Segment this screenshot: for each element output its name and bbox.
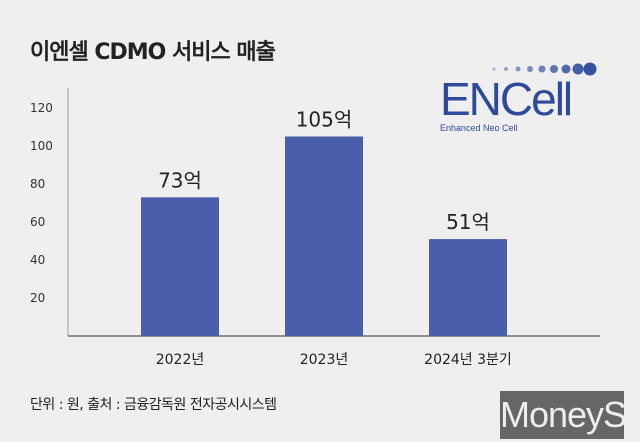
moneys-watermark: MoneyS bbox=[500, 391, 627, 439]
source-note: 단위 : 원, 출처 : 금융감독원 전자공시시스템 bbox=[30, 397, 277, 413]
data-label: 105억 bbox=[296, 108, 353, 132]
logo-dot bbox=[538, 65, 546, 73]
y-tick-label: 40 bbox=[30, 253, 45, 267]
logo-dots bbox=[492, 62, 597, 76]
y-tick-label: 80 bbox=[30, 177, 45, 191]
logo-dot bbox=[504, 67, 508, 71]
logo-text: ENCell bbox=[440, 73, 573, 125]
bar bbox=[429, 239, 507, 336]
bar bbox=[141, 197, 219, 336]
x-tick-label: 2023년 bbox=[300, 352, 349, 368]
logo-dot bbox=[572, 63, 584, 75]
encell-logo: ENCell Enhanced Neo Cell bbox=[440, 62, 610, 133]
y-tick-label: 20 bbox=[30, 291, 45, 305]
y-tick-label: 120 bbox=[30, 101, 53, 115]
chart-title: 이엔셀 CDMO 서비스 매출 bbox=[30, 40, 276, 65]
bar bbox=[285, 136, 363, 336]
data-label: 73억 bbox=[158, 168, 202, 192]
x-tick-label: 2022년 bbox=[156, 352, 205, 368]
y-tick-label: 60 bbox=[30, 215, 45, 229]
y-tick-label: 100 bbox=[30, 139, 53, 153]
x-tick-label: 2024년 3분기 bbox=[424, 352, 512, 368]
logo-dot bbox=[561, 64, 571, 74]
logo-dot bbox=[583, 62, 597, 76]
logo-dot bbox=[515, 66, 521, 72]
logo-tagline: Enhanced Neo Cell bbox=[440, 123, 518, 133]
bar-chart: 20 40 60 80 100 120 73억 2022년 105억 2023년 51억 2024년 … bbox=[30, 88, 600, 368]
logo-dot bbox=[550, 65, 558, 73]
logo-dot bbox=[527, 66, 533, 72]
data-label: 51억 bbox=[446, 210, 490, 234]
logo-dot bbox=[492, 67, 496, 71]
